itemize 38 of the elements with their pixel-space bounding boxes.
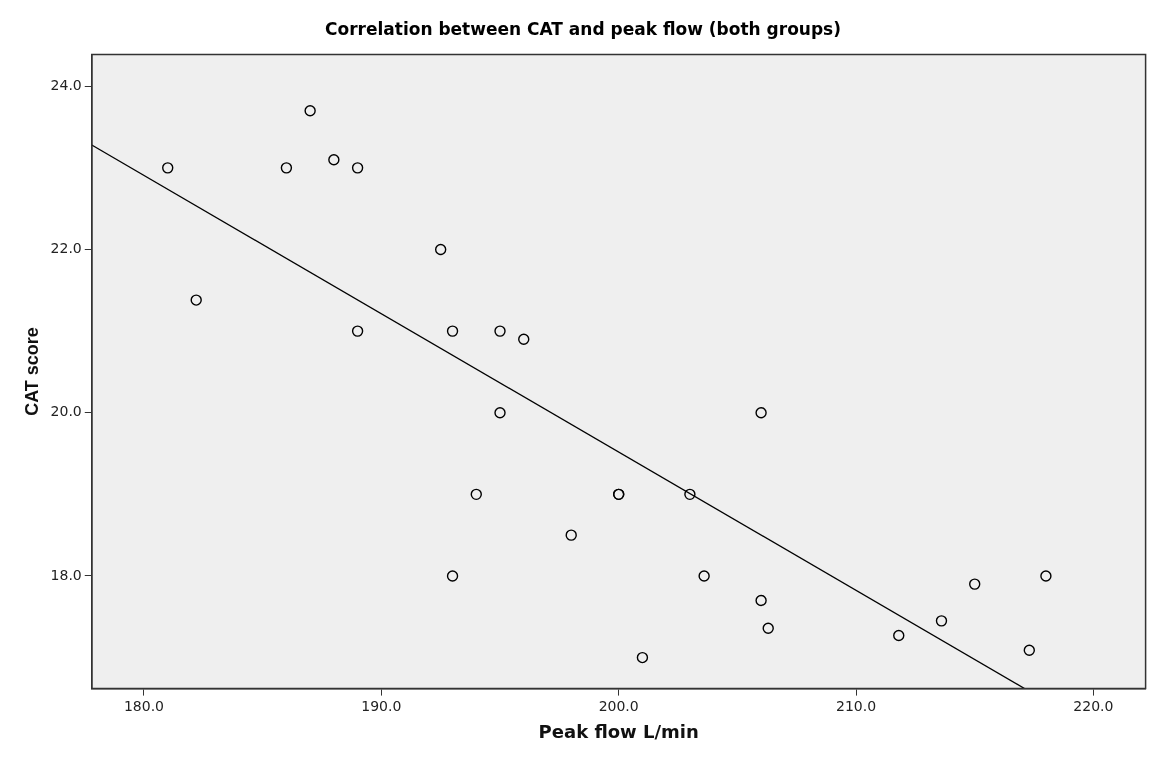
point <box>446 325 459 337</box>
point <box>565 529 577 541</box>
point <box>280 162 293 174</box>
point <box>328 153 340 166</box>
point <box>446 570 459 582</box>
point <box>698 570 710 582</box>
point <box>969 578 981 590</box>
point <box>762 622 774 634</box>
x-tick-label: 220.0 <box>1073 697 1114 714</box>
point <box>470 488 482 501</box>
point <box>494 325 506 337</box>
y-axis-title: CAT score <box>21 327 42 416</box>
point <box>434 243 447 256</box>
point <box>351 162 364 174</box>
point <box>304 105 316 117</box>
point <box>684 488 696 501</box>
point <box>518 333 530 345</box>
y-tick-label: 20.0 <box>50 403 82 420</box>
x-axis-title: Peak flow L/min <box>538 720 699 742</box>
point <box>636 651 649 664</box>
point <box>190 294 202 306</box>
y-tick-label: 24.0 <box>50 76 82 93</box>
x-tick-label: 200.0 <box>598 697 639 714</box>
x-tick-label: 190.0 <box>361 697 402 714</box>
point <box>755 407 767 419</box>
point <box>1040 570 1052 582</box>
point <box>893 629 905 642</box>
point <box>351 325 364 337</box>
point <box>494 407 506 419</box>
x-tick-label: 210.0 <box>835 697 877 714</box>
point <box>755 594 767 607</box>
point <box>1023 644 1035 656</box>
y-tick-label: 18.0 <box>50 566 82 583</box>
y-tick-label: 22.0 <box>50 240 82 257</box>
x-tick-label: 180.0 <box>123 697 165 714</box>
chart-title: Correlation between CAT and peak flow (both groups) <box>325 18 841 39</box>
point <box>935 615 948 627</box>
point <box>162 162 174 174</box>
